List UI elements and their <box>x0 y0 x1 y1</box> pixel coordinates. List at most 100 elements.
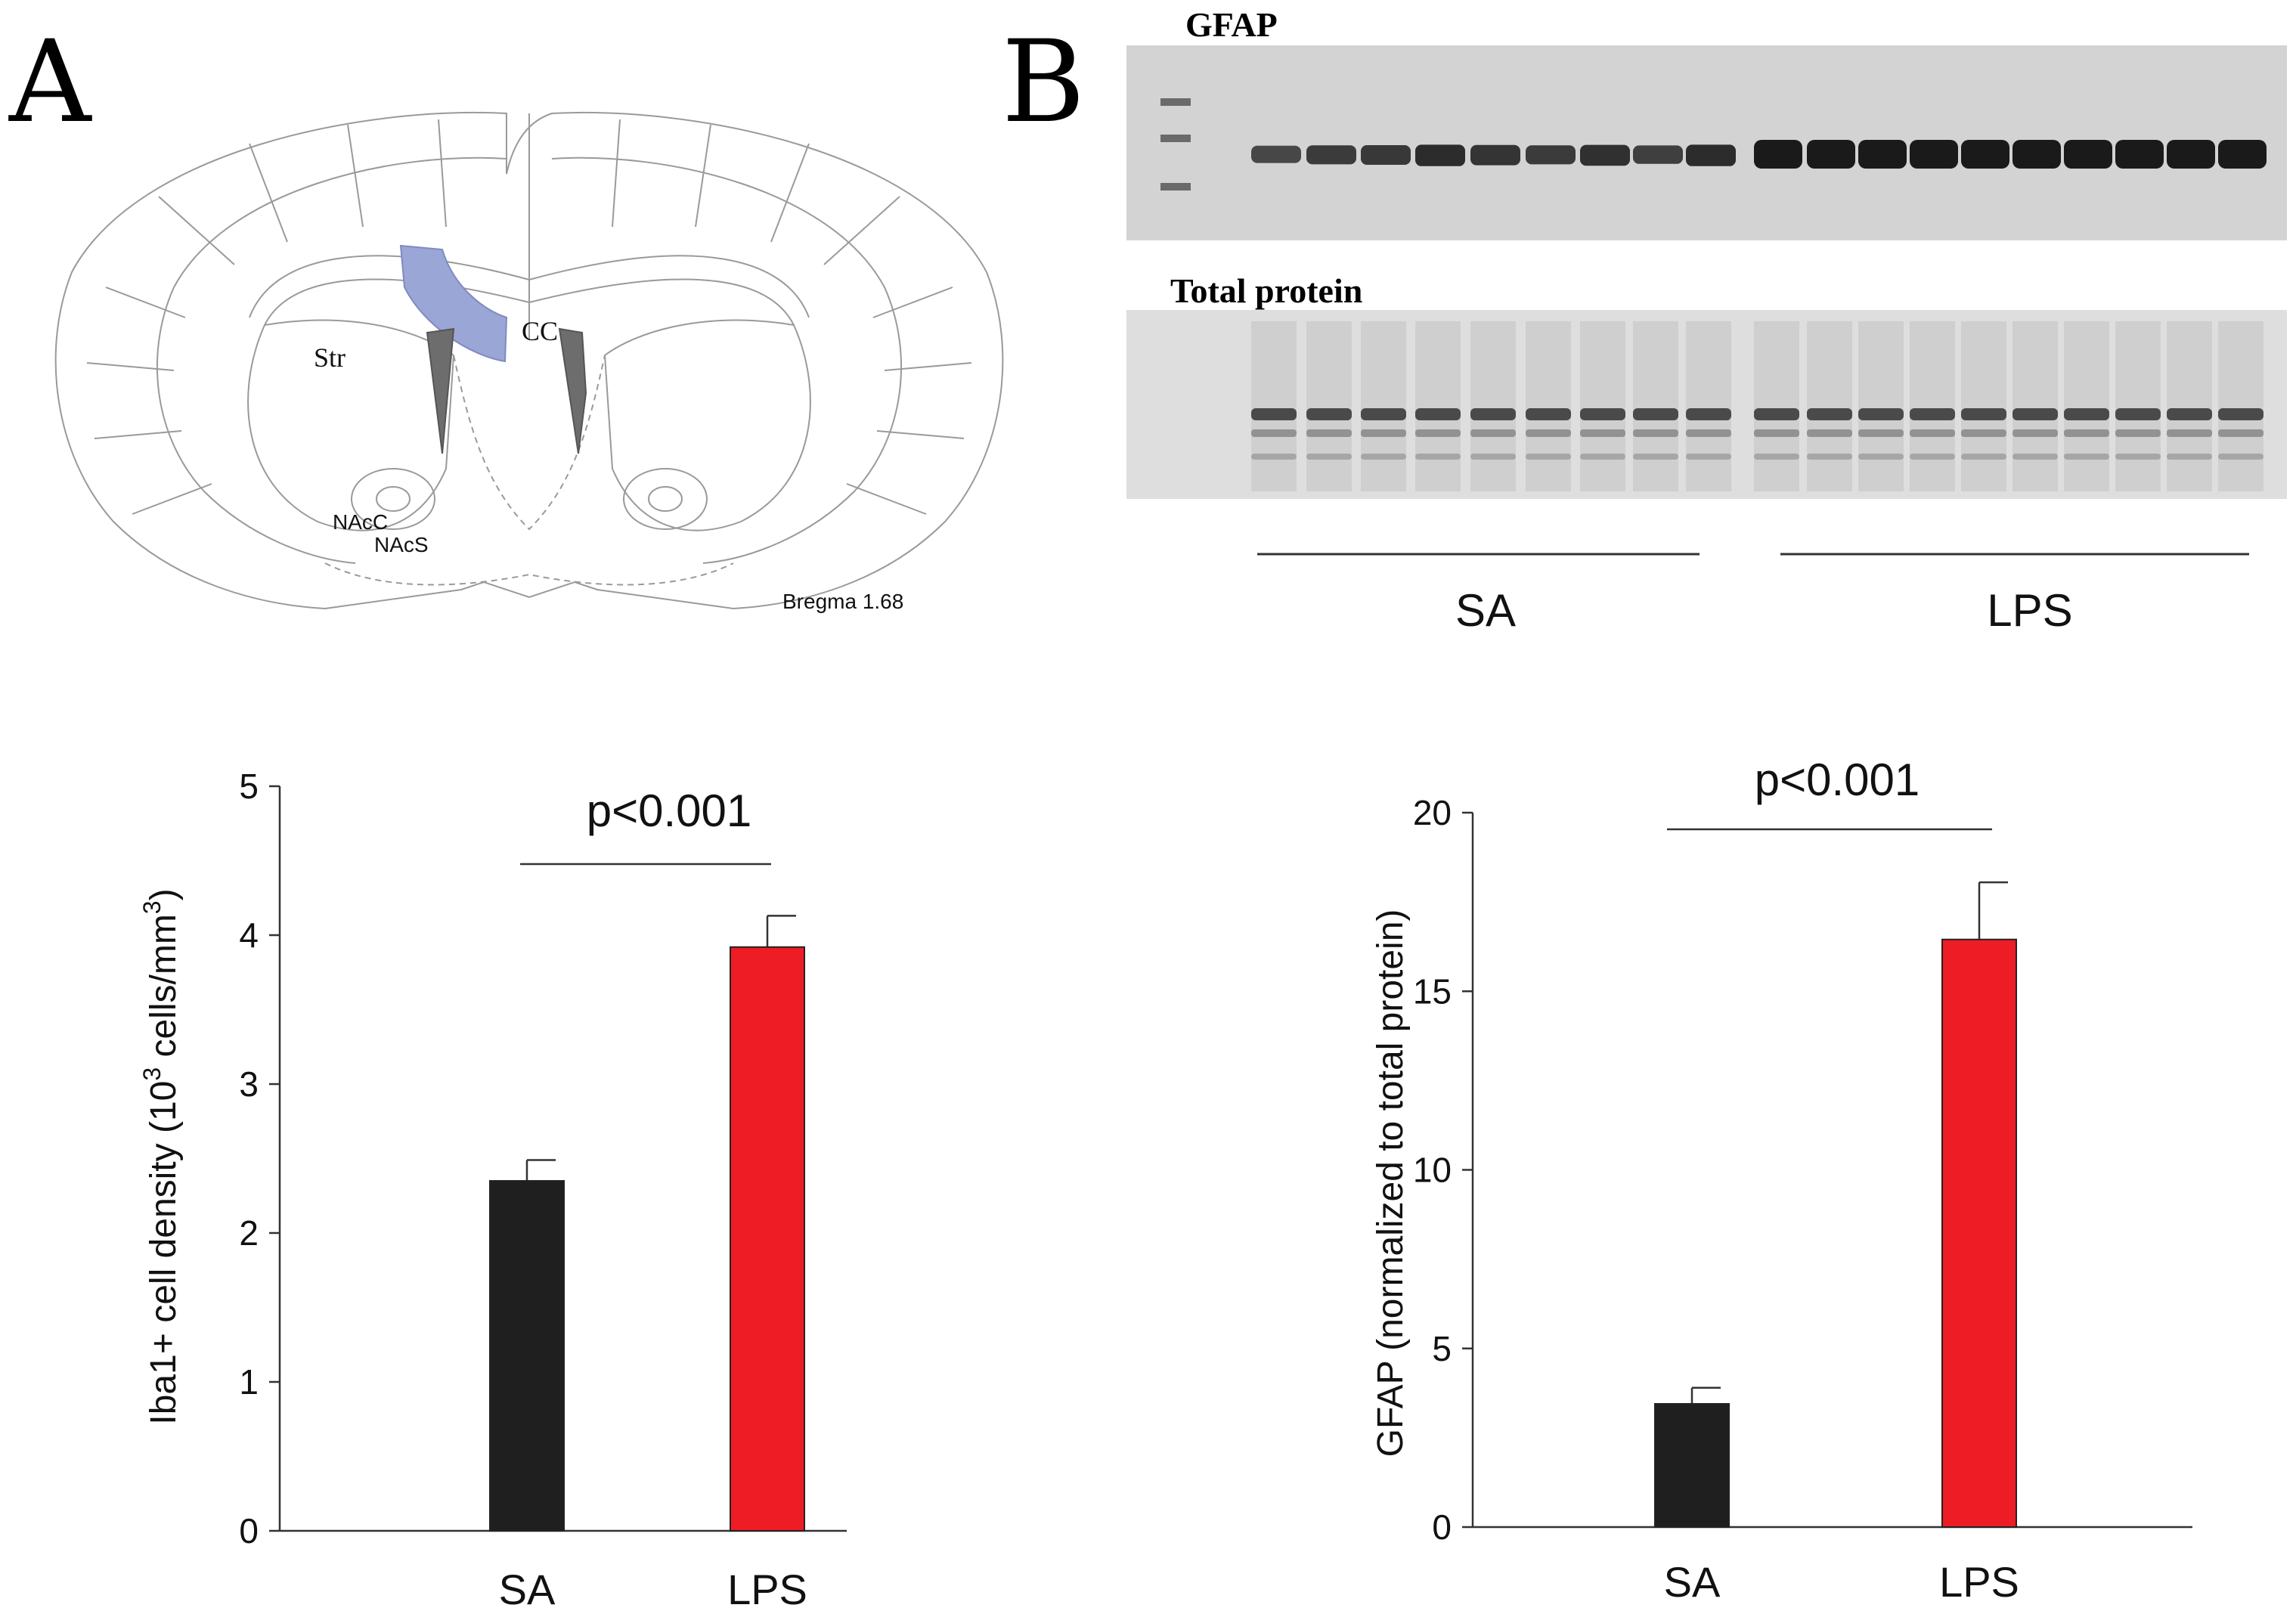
label-str: Str <box>314 342 345 373</box>
gfap-band-sa <box>1306 145 1356 165</box>
iba1-x-label-lps: LPS <box>727 1566 807 1613</box>
tp-band-lower <box>1470 429 1516 437</box>
brain-outline <box>54 111 1004 610</box>
tp-band-main <box>2167 408 2212 420</box>
gfap-band-lps <box>1807 140 1855 169</box>
label-cc: CC <box>522 316 558 346</box>
tp-band-lower <box>1961 429 2006 437</box>
tp-band-lower <box>1910 429 1955 437</box>
iba1-y-tick-label: 5 <box>239 767 259 806</box>
tp-lane <box>2115 321 2161 491</box>
tp-band-lower <box>2115 429 2161 437</box>
tp-band-faint <box>1470 454 1516 460</box>
tp-band-faint <box>1526 454 1571 460</box>
tp-band-faint <box>1251 454 1297 460</box>
tp-band-lower <box>2167 429 2212 437</box>
tp-band-main <box>1754 408 1799 420</box>
tp-band-faint <box>1910 454 1955 460</box>
gfap-bands <box>1160 98 2267 191</box>
panel-letter-a: A <box>8 17 92 148</box>
tp-lane <box>1306 321 1352 491</box>
tp-band-main <box>1961 408 2006 420</box>
iba1-ylabel-sup: 3 <box>138 1067 166 1081</box>
iba1-x-label-sa: SA <box>499 1566 556 1613</box>
tp-band-main <box>1415 408 1461 420</box>
brain-atlas <box>54 111 1004 610</box>
gfap-band-lps <box>2115 140 2164 169</box>
tp-lane <box>1633 321 1678 491</box>
gfap-y-axis-title: GFAP (normalized to total protein) <box>1371 909 1411 1458</box>
tp-band-lower <box>1251 429 1297 437</box>
gfap-band-lps <box>2064 140 2112 169</box>
tp-band-main <box>1361 408 1406 420</box>
label-nacc: NAcC <box>333 510 388 534</box>
gfap-band-lps <box>2218 140 2267 169</box>
tp-band-lower <box>1526 429 1571 437</box>
tp-band-faint <box>1858 454 1904 460</box>
tp-band-main <box>1633 408 1678 420</box>
gfap-band-lps <box>1858 140 1907 169</box>
tp-band-faint <box>1415 454 1461 460</box>
tp-band-main <box>2218 408 2263 420</box>
tp-band-faint <box>2115 454 2161 460</box>
brain-highlight-region <box>399 244 508 363</box>
tp-band-lower <box>1686 429 1731 437</box>
tp-band-faint <box>2012 454 2058 460</box>
tp-band-faint <box>1580 454 1625 460</box>
gfap-band-sa <box>1251 145 1301 163</box>
iba1-ylabel-tail: cells/mm <box>144 914 184 1067</box>
tp-lane <box>1361 321 1406 491</box>
tp-lane <box>1470 321 1516 491</box>
tp-lane <box>2064 321 2109 491</box>
total-protein-bands <box>1251 321 2263 491</box>
gfap-blot-title: GFAP <box>1185 5 1278 44</box>
tp-lane <box>1526 321 1571 491</box>
tp-band-lower <box>1580 429 1625 437</box>
gfap-ladder-mark <box>1160 135 1191 142</box>
gfap-band-lps <box>1961 140 2009 169</box>
gfap-ladder-mark <box>1160 183 1191 191</box>
gfap-band-sa <box>1580 144 1630 166</box>
tp-band-main <box>1251 408 1297 420</box>
gfap-blot-image <box>1126 45 2287 240</box>
iba1-y-tick-label: 3 <box>239 1064 259 1104</box>
gfap-x-label-sa: SA <box>1664 1558 1721 1606</box>
gfap-x-label-lps: LPS <box>1939 1558 2019 1606</box>
tp-band-main <box>1910 408 1955 420</box>
tp-band-lower <box>2064 429 2109 437</box>
tp-lane <box>1858 321 1904 491</box>
gfap-band-lps <box>2167 140 2215 169</box>
gfap-y-tick-label: 0 <box>1432 1507 1452 1547</box>
tp-band-lower <box>1306 429 1352 437</box>
gfap-band-sa <box>1415 144 1465 166</box>
tp-lane <box>2167 321 2212 491</box>
tp-band-main <box>1470 408 1516 420</box>
label-nacs: NAcS <box>374 533 429 556</box>
tp-lane <box>1686 321 1731 491</box>
tp-band-faint <box>1306 454 1352 460</box>
tp-lane <box>1910 321 1955 491</box>
tp-band-faint <box>2167 454 2212 460</box>
tp-lane <box>1580 321 1625 491</box>
iba1-y-tick-label: 2 <box>239 1213 259 1253</box>
tp-band-main <box>1526 408 1571 420</box>
tp-band-lower <box>2012 429 2058 437</box>
tp-band-main <box>1807 408 1852 420</box>
left-ventricle <box>426 327 455 454</box>
iba1-ylabel-main: Iba1+ cell density (10 <box>144 1081 184 1425</box>
tp-band-lower <box>1807 429 1852 437</box>
gfap-bar-sa <box>1654 1402 1730 1529</box>
gfap-pvalue: p<0.001 <box>1755 754 1920 805</box>
sa-group-label: SA <box>1455 585 1516 636</box>
iba1-pvalue: p<0.001 <box>587 785 752 836</box>
tp-band-main <box>1306 408 1352 420</box>
tp-band-lower <box>1858 429 1904 437</box>
tp-band-faint <box>1754 454 1799 460</box>
tp-band-faint <box>1961 454 2006 460</box>
tp-band-lower <box>1633 429 1678 437</box>
gfap-band-sa <box>1526 145 1576 165</box>
tp-band-faint <box>1361 454 1406 460</box>
gfap-band-lps <box>1910 140 1958 169</box>
gfap-y-tick-label: 20 <box>1413 793 1452 832</box>
